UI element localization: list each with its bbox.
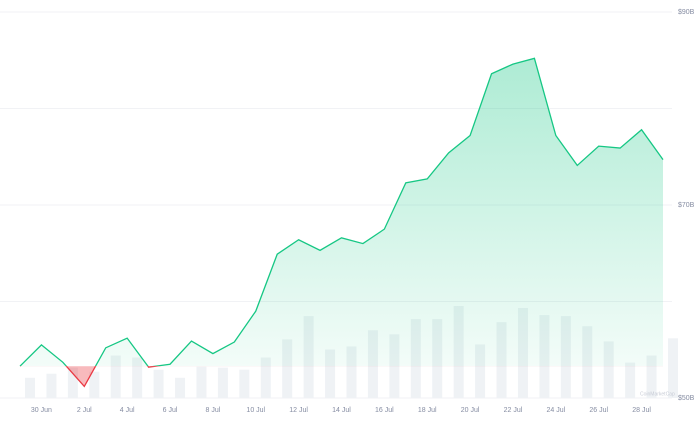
volume-bar bbox=[132, 357, 143, 398]
volume-bar bbox=[217, 367, 228, 398]
x-tick-label: 14 Jul bbox=[332, 407, 351, 414]
volume-bar bbox=[346, 346, 357, 398]
volume-bar bbox=[625, 362, 636, 398]
x-tick-label: 16 Jul bbox=[375, 407, 394, 414]
x-tick-label: 28 Jul bbox=[632, 407, 651, 414]
y-tick-label: $50B bbox=[678, 395, 695, 402]
watermark: CoinMarketCap bbox=[640, 391, 675, 397]
volume-bar bbox=[25, 377, 35, 398]
x-tick-label: 10 Jul bbox=[246, 407, 265, 414]
x-tick-label: 22 Jul bbox=[504, 407, 523, 414]
volume-bar bbox=[89, 371, 100, 398]
volume-bar bbox=[668, 338, 678, 398]
area-fill bbox=[20, 58, 663, 367]
volume-bar bbox=[646, 355, 657, 398]
x-tick-label: 8 Jul bbox=[206, 407, 221, 414]
x-tick-label: 18 Jul bbox=[418, 407, 437, 414]
volume-bar bbox=[110, 355, 121, 398]
x-tick-label: 26 Jul bbox=[589, 407, 608, 414]
x-tick-label: 12 Jul bbox=[289, 407, 308, 414]
area-fill-down bbox=[20, 366, 663, 387]
volume-bar bbox=[282, 339, 293, 398]
volume-bar bbox=[46, 373, 57, 398]
volume-bar bbox=[603, 341, 614, 398]
volume-bar bbox=[67, 367, 78, 398]
x-tick-label: 20 Jul bbox=[461, 407, 480, 414]
y-tick-label: $70B bbox=[678, 202, 695, 209]
volume-bar bbox=[196, 366, 207, 398]
volume-bar bbox=[325, 349, 336, 398]
volume-bar bbox=[153, 369, 164, 398]
x-tick-label: 30 Jun bbox=[31, 407, 52, 414]
volume-bar bbox=[175, 377, 186, 398]
volume-bar bbox=[475, 344, 486, 398]
x-tick-label: 6 Jul bbox=[163, 407, 178, 414]
x-tick-label: 4 Jul bbox=[120, 407, 135, 414]
volume-bar bbox=[260, 357, 271, 398]
y-tick-label: $90B bbox=[678, 9, 695, 16]
volume-bar bbox=[239, 369, 250, 398]
price-line bbox=[19, 57, 664, 367]
x-tick-label: 24 Jul bbox=[546, 407, 565, 414]
x-tick-label: 2 Jul bbox=[77, 407, 92, 414]
